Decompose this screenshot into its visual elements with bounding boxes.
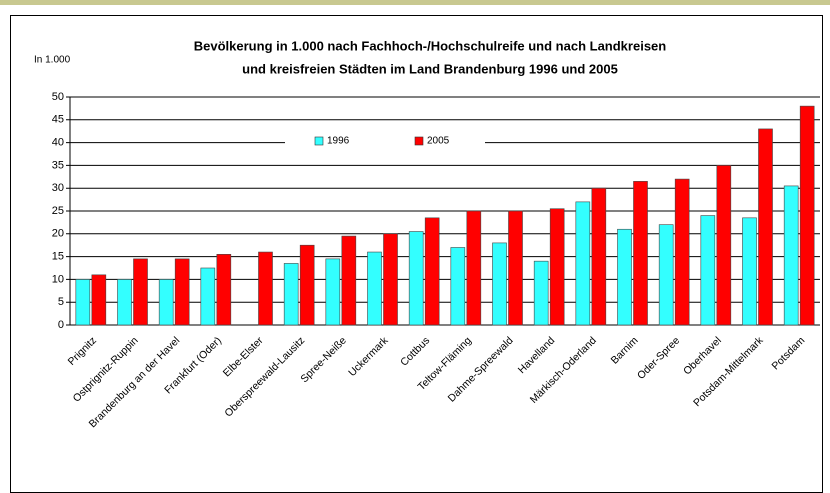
y-tick-label: 25 bbox=[52, 205, 64, 217]
bar bbox=[424, 217, 440, 326]
y-tick-label: 15 bbox=[52, 251, 64, 263]
bar bbox=[658, 224, 674, 326]
legend-swatch bbox=[314, 136, 324, 146]
bar bbox=[783, 185, 799, 326]
y-axis-label: In 1.000 bbox=[34, 55, 71, 66]
bar bbox=[216, 254, 232, 326]
bar bbox=[283, 263, 299, 326]
legend-swatch bbox=[414, 136, 424, 146]
bar bbox=[117, 279, 132, 326]
legend-label: 1996 bbox=[327, 136, 350, 147]
bar bbox=[466, 210, 482, 326]
bar bbox=[716, 165, 732, 326]
y-tick-label: 45 bbox=[52, 114, 64, 126]
bar bbox=[508, 210, 523, 326]
bar bbox=[591, 187, 607, 326]
y-tick-label: 30 bbox=[52, 182, 64, 194]
bar bbox=[408, 231, 424, 326]
bar bbox=[742, 217, 757, 326]
y-tick-label: 0 bbox=[58, 319, 64, 331]
bar bbox=[758, 128, 773, 326]
y-tick-label: 5 bbox=[58, 296, 64, 308]
bar bbox=[174, 258, 190, 326]
bar bbox=[633, 181, 648, 326]
bar bbox=[341, 235, 357, 326]
bar bbox=[575, 201, 591, 326]
legend-label: 2005 bbox=[427, 136, 450, 147]
bar bbox=[700, 215, 716, 326]
bar bbox=[549, 208, 565, 326]
bar bbox=[367, 251, 382, 326]
y-tick-label: 20 bbox=[52, 228, 64, 240]
y-tick-label: 35 bbox=[52, 159, 64, 171]
window-edge bbox=[0, 0, 830, 5]
bar bbox=[133, 258, 148, 326]
bar bbox=[258, 251, 273, 326]
bar bbox=[674, 178, 690, 326]
bar bbox=[492, 242, 507, 326]
y-tick-label: 50 bbox=[52, 91, 64, 103]
bar bbox=[299, 244, 315, 326]
bar bbox=[617, 228, 632, 326]
bar bbox=[158, 279, 174, 326]
bar bbox=[200, 267, 216, 326]
chart-title: und kreisfreien Städten im Land Brandenb… bbox=[242, 61, 618, 76]
bar bbox=[75, 279, 91, 326]
bar bbox=[91, 274, 107, 326]
chart-title: Bevölkerung in 1.000 nach Fachhoch-/Hoch… bbox=[194, 38, 667, 53]
y-tick-label: 10 bbox=[52, 273, 64, 285]
bar bbox=[533, 260, 549, 326]
bar bbox=[383, 233, 398, 326]
bar bbox=[799, 105, 815, 326]
y-tick-label: 40 bbox=[52, 137, 64, 149]
bar bbox=[325, 258, 341, 326]
bar bbox=[450, 247, 466, 326]
legend-box bbox=[285, 131, 485, 151]
